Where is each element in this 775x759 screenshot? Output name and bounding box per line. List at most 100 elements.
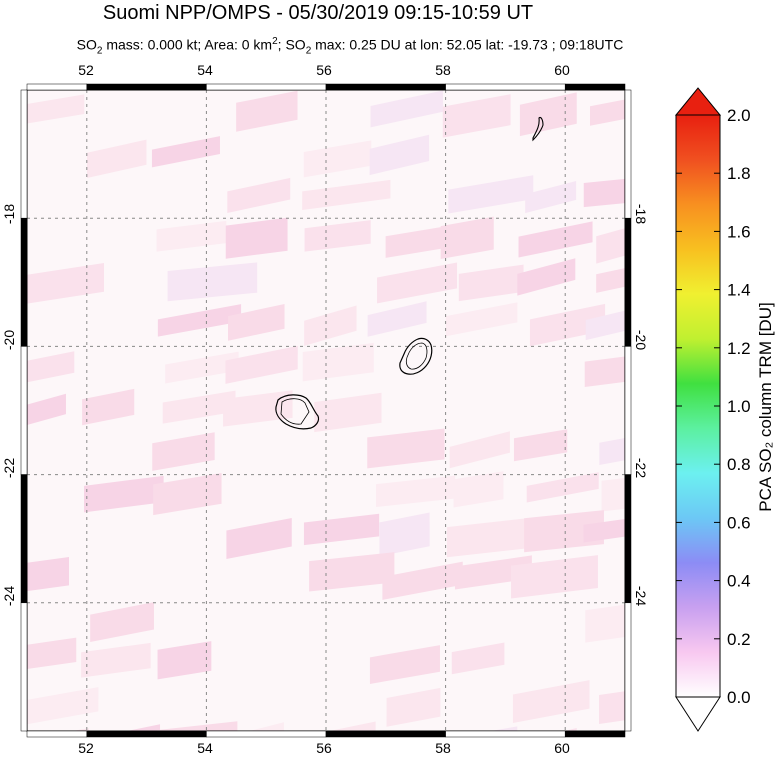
so2-pixel	[156, 721, 238, 731]
so2-pixel	[512, 680, 590, 723]
so2-pixel	[127, 724, 161, 731]
so2-pixel	[519, 92, 577, 137]
colorbar-max-triangle	[674, 87, 722, 116]
so2-pixel	[162, 390, 236, 424]
subtitle-so2-label-2: ; SO	[277, 36, 306, 53]
lat-tick-right-18: -18	[633, 204, 649, 224]
so2-pixel	[167, 262, 258, 302]
colorbar-tick-label: 1.6	[727, 222, 751, 241]
lat-tick-right-24: -24	[633, 586, 649, 606]
so2-pixel	[564, 728, 577, 731]
so2-pixel	[367, 428, 445, 469]
so2-pixel	[370, 90, 443, 128]
so2-pixel	[72, 728, 89, 731]
so2-pixel	[367, 301, 427, 337]
so2-pixel	[27, 556, 69, 592]
frame-bar-bottom	[445, 730, 566, 738]
so2-pixel	[440, 216, 494, 260]
so2-pixel	[377, 262, 458, 304]
so2-pixel	[151, 136, 220, 168]
colorbar-min-triangle	[675, 696, 721, 732]
so2-pixel	[27, 393, 66, 426]
so2-pixel	[84, 475, 164, 513]
colorbar-label: PCA SO₂ column TRM [DU]	[756, 302, 775, 511]
mauritius-island-outline	[399, 337, 433, 375]
frame-bar-top	[564, 83, 626, 91]
so2-pixel	[27, 262, 104, 304]
frame-bar-left	[20, 602, 28, 732]
axis-labels: 52 54 56 58 60 52 54 56 58 60 -18 -20 -2…	[1, 62, 649, 756]
so2-pixel	[329, 721, 376, 731]
subtitle-subscript-2: 2	[96, 45, 103, 57]
colorbar: 0.0 0.2 0.4 0.6 0.8 1.0 1.2 1.4 1.6 1.8 2.0 PCA SO…	[674, 87, 775, 732]
so2-pixel	[226, 517, 292, 560]
so2-pixel	[27, 94, 85, 124]
so2-pixel	[165, 351, 239, 384]
lon-tick-bottom-54: 54	[197, 740, 213, 756]
so2-pixel	[87, 139, 147, 179]
so2-pixel	[153, 472, 222, 516]
so2-pixel	[81, 642, 151, 678]
so2-pixel	[601, 477, 625, 512]
so2-pixel	[596, 268, 625, 293]
so2-pixel	[448, 175, 534, 214]
so2-pixel	[376, 475, 456, 508]
so2-pixel	[304, 305, 357, 346]
so2-pixel	[249, 722, 284, 731]
frame-bar-right	[624, 602, 632, 732]
so2-pixel	[442, 94, 511, 138]
so2-pixel	[386, 687, 441, 727]
so2-pixel	[227, 177, 291, 213]
lon-tick-top-58: 58	[435, 62, 451, 78]
so2-pixel	[599, 438, 625, 465]
colorbar-tick-label: 2.0	[727, 106, 751, 125]
so2-pixel	[304, 220, 371, 252]
colorbar-ticks: 0.0 0.2 0.4 0.6 0.8 1.0 1.2 1.4 1.6 1.8 2.0	[676, 106, 751, 707]
so2-pixel	[27, 351, 75, 383]
so2-pixel	[369, 134, 430, 176]
lon-tick-top-52: 52	[78, 62, 94, 78]
so2-pixel	[302, 179, 391, 210]
so2-pixel	[490, 726, 518, 731]
so2-pixel	[156, 220, 227, 252]
frame-bar-bottom	[86, 730, 207, 738]
subtitle-max-info: max: 0.25 DU at lon: 52.05 lat: -19.73 ;…	[311, 36, 624, 53]
lat-tick-right-20: -20	[633, 330, 649, 350]
so2-pixel	[583, 178, 625, 208]
so2-pixel	[529, 303, 606, 347]
frame-bar-bottom	[325, 730, 446, 738]
map-frame-bars	[20, 83, 632, 738]
colorbar-tick-label: 1.4	[727, 281, 751, 300]
frame-bar-top	[325, 83, 446, 91]
so2-pixel	[599, 691, 625, 725]
frame-bar-top	[445, 83, 566, 91]
lon-tick-top-54: 54	[197, 62, 213, 78]
frame-bar-right	[624, 89, 632, 219]
so2-pixel	[302, 342, 374, 382]
frame-bar-left	[20, 217, 28, 347]
frame-bar-right	[624, 217, 632, 347]
colorbar-tick-label: 0.8	[727, 455, 751, 474]
map-title: Suomi NPP/OMPS - 05/30/2019 09:15-10:59 …	[102, 2, 534, 24]
so2-pixel	[303, 140, 372, 178]
lon-tick-bottom-56: 56	[316, 740, 332, 756]
so2-pixel	[225, 345, 298, 384]
colorbar-tick-label: 0.4	[727, 572, 751, 591]
frame-bar-left	[20, 474, 28, 604]
so2-pixel	[596, 228, 625, 264]
lon-tick-bottom-52: 52	[78, 740, 94, 756]
so2-pixel	[526, 472, 599, 503]
so2-pixel	[513, 429, 568, 462]
so2-pixel	[236, 90, 298, 132]
lon-tick-top-56: 56	[316, 62, 332, 78]
reunion-island-outline	[275, 394, 320, 430]
frame-bar-left	[20, 346, 28, 475]
so2-pixel	[451, 642, 505, 675]
so2-pixel	[223, 390, 293, 427]
lon-tick-top-60: 60	[554, 62, 570, 78]
subtitle-mass-area: mass: 0.000 kt; Area: 0 km	[102, 36, 273, 53]
colorbar-tick-label: 0.0	[727, 688, 751, 707]
lat-tick-left-18: -18	[1, 204, 17, 224]
so2-pixel	[518, 221, 593, 258]
